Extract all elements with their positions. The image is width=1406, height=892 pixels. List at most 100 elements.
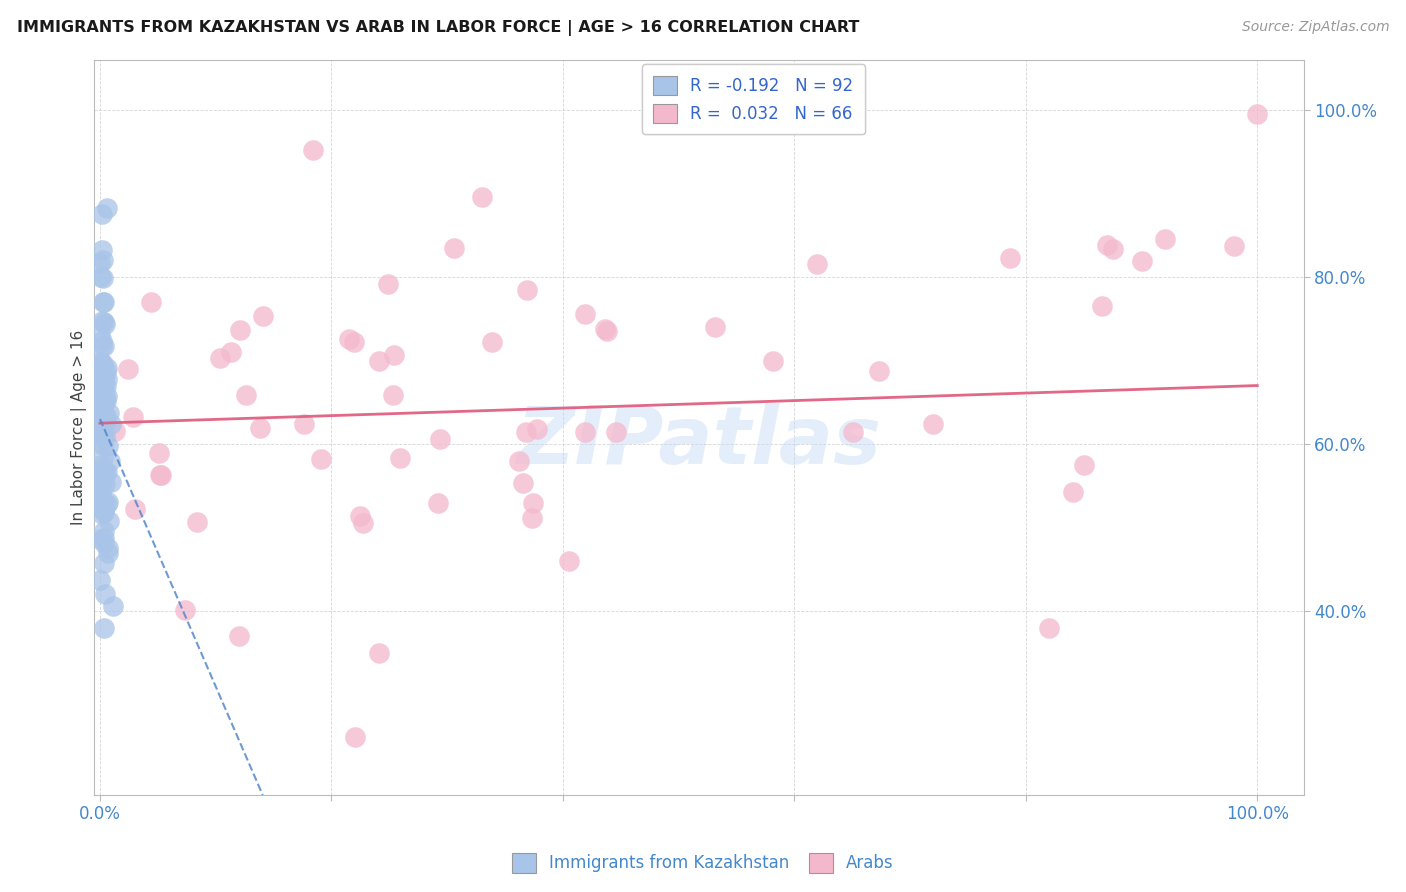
Point <box>89 326 111 341</box>
Point <box>91 411 114 425</box>
Point <box>219 345 242 359</box>
Text: IMMIGRANTS FROM KAZAKHSTAN VS ARAB IN LABOR FORCE | AGE > 16 CORRELATION CHART: IMMIGRANTS FROM KAZAKHSTAN VS ARAB IN LA… <box>17 20 859 36</box>
Point <box>94 390 117 404</box>
Point <box>90 473 112 487</box>
Point <box>90 387 112 401</box>
Point <box>352 516 374 531</box>
Point <box>91 334 114 348</box>
Point <box>90 473 112 487</box>
Point <box>842 425 865 439</box>
Point <box>508 453 530 467</box>
Point <box>90 426 112 441</box>
Point <box>94 409 117 424</box>
Point <box>97 495 120 509</box>
Point <box>367 354 389 368</box>
Point <box>98 453 121 467</box>
Point <box>96 361 118 376</box>
Point <box>104 424 127 438</box>
Point <box>605 425 627 439</box>
Point <box>91 374 114 388</box>
Point <box>558 554 581 568</box>
Point <box>173 603 195 617</box>
Point <box>91 368 114 382</box>
Point <box>96 378 118 392</box>
Point <box>97 546 120 560</box>
Point <box>91 466 114 480</box>
Point <box>91 388 114 402</box>
Point <box>91 475 114 489</box>
Point <box>515 425 537 439</box>
Point <box>377 277 399 291</box>
Point <box>100 475 122 490</box>
Point <box>97 439 120 453</box>
Point <box>471 190 494 204</box>
Point <box>94 393 117 408</box>
Point <box>343 335 366 350</box>
Point <box>91 339 114 353</box>
Point <box>96 497 118 511</box>
Point <box>208 351 231 366</box>
Point <box>762 354 785 368</box>
Point <box>91 253 114 268</box>
Point <box>1038 621 1060 635</box>
Point <box>91 270 114 285</box>
Point <box>526 422 548 436</box>
Point <box>512 476 534 491</box>
Point <box>139 294 162 309</box>
Point <box>91 495 114 509</box>
Point <box>93 394 115 409</box>
Point <box>91 500 114 514</box>
Point <box>90 458 112 473</box>
Point <box>235 388 257 402</box>
Point <box>94 587 117 601</box>
Point <box>94 430 117 444</box>
Point <box>93 621 115 635</box>
Point <box>93 339 115 353</box>
Point <box>93 524 115 538</box>
Point <box>93 315 115 329</box>
Point <box>704 320 727 334</box>
Point <box>367 646 389 660</box>
Point <box>124 502 146 516</box>
Point <box>93 294 115 309</box>
Point <box>596 324 619 338</box>
Point <box>91 438 114 452</box>
Point <box>96 389 118 403</box>
Point <box>429 433 451 447</box>
Point <box>868 364 890 378</box>
Point <box>593 322 616 336</box>
Point <box>1062 485 1084 500</box>
Point <box>100 417 122 431</box>
Point <box>998 251 1021 265</box>
Point <box>149 468 172 483</box>
Point <box>91 244 114 258</box>
Point <box>1246 107 1268 121</box>
Point <box>426 496 449 510</box>
Point <box>90 481 112 495</box>
Point <box>388 450 411 465</box>
Point <box>93 535 115 549</box>
Point <box>1153 232 1175 246</box>
Point <box>93 506 115 520</box>
Point <box>93 465 115 479</box>
Point <box>89 403 111 417</box>
Point <box>90 385 112 400</box>
Point <box>93 531 115 545</box>
Point <box>1095 238 1118 252</box>
Point <box>94 368 117 383</box>
Point <box>96 465 118 479</box>
Point <box>93 381 115 395</box>
Point <box>89 574 111 588</box>
Point <box>93 556 115 570</box>
Point <box>229 323 252 337</box>
Point <box>93 450 115 465</box>
Point <box>349 509 371 524</box>
Point <box>117 362 139 376</box>
Text: ZIPatlas: ZIPatlas <box>516 403 882 481</box>
Point <box>292 417 315 432</box>
Point <box>522 496 544 510</box>
Point <box>93 417 115 431</box>
Point <box>97 541 120 555</box>
Point <box>91 357 114 371</box>
Point <box>149 467 172 482</box>
